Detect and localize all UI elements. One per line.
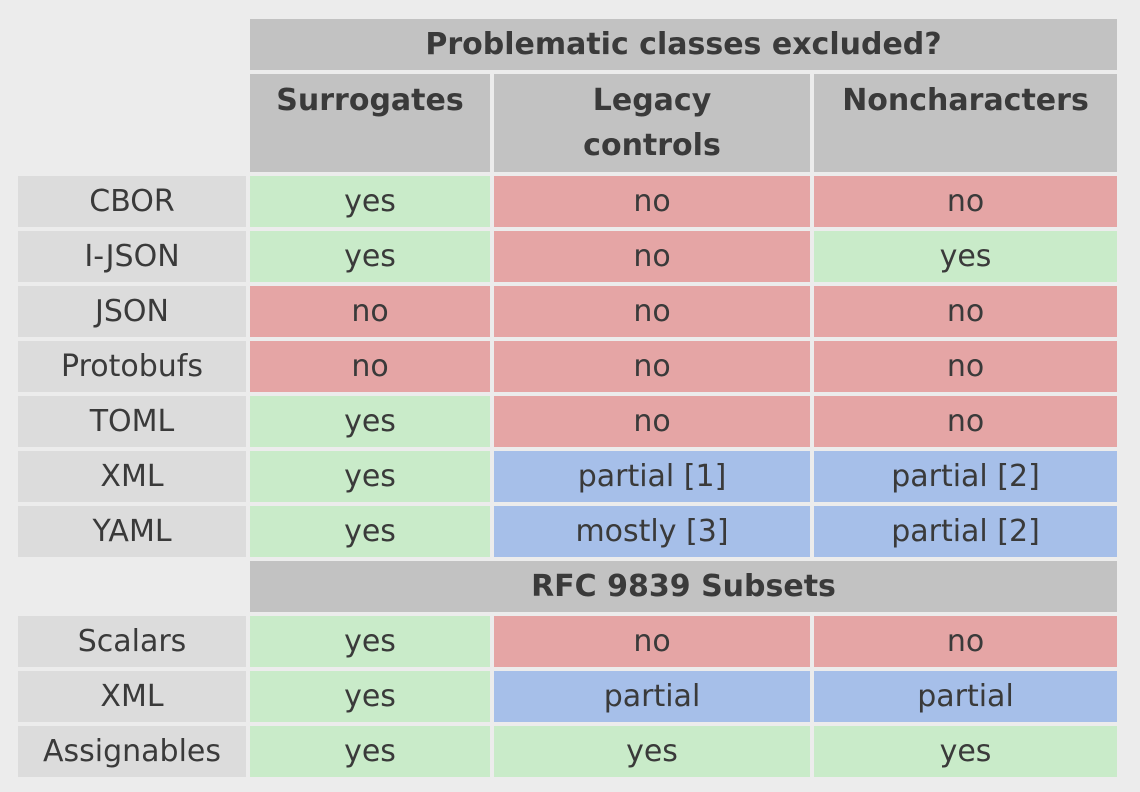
row-label: Assignables: [18, 726, 246, 777]
table-cell: mostly [3]: [494, 506, 810, 557]
table-cell: partial [2]: [814, 506, 1117, 557]
column-header-surrogates: Surrogates: [250, 74, 490, 172]
column-header-legacy-controls: Legacy controls: [494, 74, 810, 172]
row-label: Protobufs: [18, 341, 246, 392]
row-label: JSON: [18, 286, 246, 337]
comparison-table: Problematic classes excluded? Surrogates…: [18, 19, 1117, 777]
table-cell: yes: [250, 616, 490, 667]
table-cell: yes: [250, 671, 490, 722]
table-cell: yes: [250, 726, 490, 777]
table-cell: partial [2]: [814, 451, 1117, 502]
table-cell: no: [814, 286, 1117, 337]
row-label: YAML: [18, 506, 246, 557]
row-label: CBOR: [18, 176, 246, 227]
table-cell: yes: [250, 176, 490, 227]
table-cell: no: [814, 176, 1117, 227]
corner-blank: [18, 19, 246, 70]
table-cell: yes: [250, 506, 490, 557]
table-cell: yes: [814, 231, 1117, 282]
table-cell: no: [814, 616, 1117, 667]
row-label: XML: [18, 671, 246, 722]
table-cell: no: [494, 396, 810, 447]
table-cell: no: [494, 231, 810, 282]
table-cell: no: [494, 616, 810, 667]
table-cell: yes: [250, 231, 490, 282]
table-cell: no: [494, 176, 810, 227]
table-cell: no: [494, 341, 810, 392]
row-label: XML: [18, 451, 246, 502]
row-label: Scalars: [18, 616, 246, 667]
row-label: I-JSON: [18, 231, 246, 282]
section-corner-blank: [18, 561, 246, 612]
table-cell: no: [250, 286, 490, 337]
table-cell: partial [1]: [494, 451, 810, 502]
subsets-section-title: RFC 9839 Subsets: [250, 561, 1117, 612]
column-header-noncharacters: Noncharacters: [814, 74, 1117, 172]
table-cell: no: [814, 341, 1117, 392]
table-cell: no: [814, 396, 1117, 447]
table-cell: partial: [814, 671, 1117, 722]
table-cell: yes: [494, 726, 810, 777]
table-cell: yes: [250, 451, 490, 502]
table-cell: partial: [494, 671, 810, 722]
corner-blank-2: [18, 74, 246, 172]
row-label: TOML: [18, 396, 246, 447]
table-cell: yes: [814, 726, 1117, 777]
table-cell: no: [494, 286, 810, 337]
table-cell: no: [250, 341, 490, 392]
table-title: Problematic classes excluded?: [250, 19, 1117, 70]
table-cell: yes: [250, 396, 490, 447]
